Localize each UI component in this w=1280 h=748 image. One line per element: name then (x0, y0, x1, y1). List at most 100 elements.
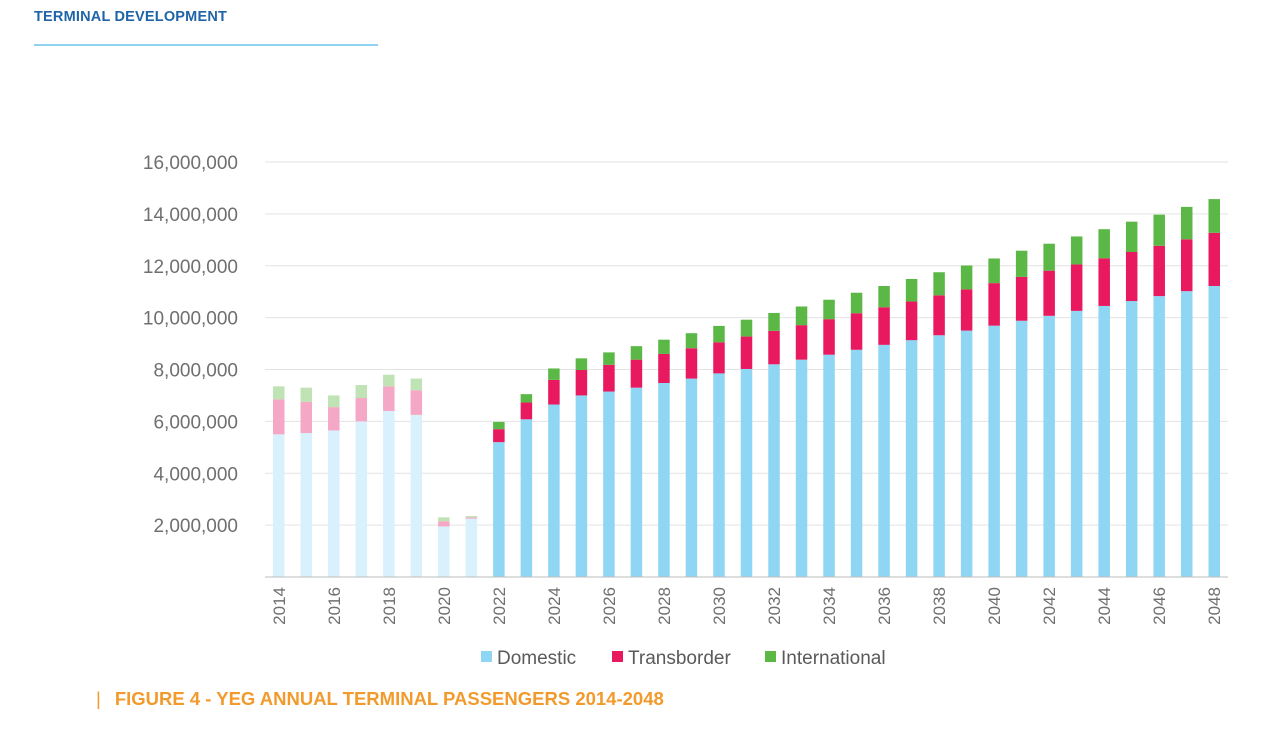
bar-international-2023 (520, 394, 533, 403)
x-tick-label: 2024 (545, 587, 564, 625)
bar-international-2040 (988, 258, 1000, 284)
bar-transborder-2019 (410, 390, 423, 415)
bar-domestic-2023 (520, 419, 533, 577)
bar-international-2035 (850, 292, 863, 314)
bar-domestic-2015 (300, 433, 313, 577)
bar-international-2014 (273, 386, 285, 400)
title-underline (34, 44, 378, 46)
x-tick-label: 2026 (600, 587, 619, 625)
bar-domestic-2043 (1070, 310, 1083, 577)
y-tick-label: 8,000,000 (153, 361, 238, 382)
bar-international-2043 (1070, 236, 1083, 265)
x-tick-label: 2034 (820, 587, 839, 625)
x-tick-label: 2018 (380, 587, 399, 625)
caption-separator: | (96, 688, 101, 709)
bar-domestic-2039 (960, 330, 973, 577)
bar-transborder-2043 (1070, 264, 1083, 311)
y-tick-label: 2,000,000 (153, 516, 238, 537)
bar-transborder-2025 (575, 370, 588, 396)
bar-international-2036 (878, 285, 890, 308)
bar-domestic-2014 (273, 434, 285, 577)
bar-international-2047 (1180, 206, 1193, 240)
bar-international-2027 (630, 346, 643, 360)
x-tick-label: 2030 (710, 587, 729, 625)
bar-international-2031 (740, 319, 753, 337)
bar-international-2019 (410, 378, 423, 391)
x-tick-label: 2014 (270, 587, 289, 625)
bar-domestic-2048 (1208, 285, 1220, 577)
x-tick-label: 2020 (435, 587, 454, 625)
bar-transborder-2023 (520, 402, 533, 420)
bar-domestic-2045 (1125, 301, 1138, 577)
bar-domestic-2022 (493, 442, 505, 578)
y-tick-label: 6,000,000 (153, 412, 238, 433)
bar-domestic-2030 (713, 373, 725, 577)
bar-international-2020 (438, 517, 450, 522)
bar-transborder-2017 (355, 398, 368, 422)
legend-label-domestic: Domestic (497, 648, 576, 669)
bar-transborder-2042 (1043, 270, 1055, 316)
caption-text: FIGURE 4 - YEG ANNUAL TERMINAL PASSENGER… (114, 688, 664, 709)
bar-domestic-2037 (905, 340, 918, 577)
bar-transborder-2028 (658, 353, 670, 383)
bar-international-2032 (768, 312, 780, 331)
bar-international-2028 (658, 339, 670, 354)
bar-transborder-2014 (273, 399, 285, 435)
bar-transborder-2035 (850, 313, 863, 350)
bar-international-2029 (685, 333, 698, 349)
bar-transborder-2016 (328, 407, 340, 431)
bar-domestic-2016 (328, 430, 340, 577)
legend-swatch-international (765, 651, 776, 662)
bar-domestic-2024 (548, 404, 560, 577)
bar-domestic-2042 (1043, 315, 1055, 577)
x-tick-label: 2016 (325, 587, 344, 625)
bars (273, 199, 1220, 578)
x-tick-label: 2022 (490, 587, 509, 625)
bar-domestic-2029 (685, 378, 698, 577)
bar-international-2018 (383, 374, 395, 387)
bar-transborder-2020 (438, 521, 450, 527)
legend-label-international: International (781, 648, 886, 669)
legend-swatch-transborder (612, 651, 623, 662)
bar-transborder-2046 (1153, 245, 1165, 297)
bar-transborder-2022 (493, 429, 505, 443)
bar-domestic-2034 (823, 354, 835, 577)
bar-international-2021 (465, 516, 478, 518)
x-tick-label: 2032 (765, 587, 784, 625)
bar-domestic-2041 (1015, 320, 1028, 577)
bar-transborder-2037 (905, 301, 918, 341)
y-axis-ticks: 2,000,000 4,000,000 6,000,000 8,000,000 10,0… (143, 153, 238, 537)
bar-transborder-2031 (740, 336, 753, 369)
bar-transborder-2032 (768, 330, 780, 365)
x-axis-ticks: 2014 2016 2018 2020 2022 2024 2026 2028 2030 2032… (270, 587, 1224, 625)
bar-international-2038 (933, 272, 945, 296)
bar-international-2024 (548, 368, 560, 380)
y-tick-label: 14,000,000 (143, 205, 238, 226)
x-tick-label: 2038 (930, 587, 949, 625)
bar-transborder-2047 (1180, 239, 1193, 292)
x-tick-label: 2028 (655, 587, 674, 625)
bar-international-2042 (1043, 243, 1055, 271)
bar-international-2046 (1153, 214, 1165, 246)
bar-international-2030 (713, 325, 725, 343)
bar-international-2041 (1015, 250, 1028, 277)
bar-domestic-2018 (383, 411, 395, 577)
bar-domestic-2021 (465, 518, 478, 577)
y-tick-label: 16,000,000 (143, 153, 238, 174)
bar-domestic-2028 (658, 382, 670, 577)
bar-international-2039 (960, 265, 973, 290)
bar-transborder-2044 (1098, 258, 1110, 306)
bar-international-2034 (823, 299, 835, 320)
bar-international-2037 (905, 278, 918, 302)
bar-transborder-2034 (823, 319, 835, 355)
bar-domestic-2033 (795, 359, 808, 577)
bar-transborder-2015 (300, 401, 313, 434)
bar-domestic-2025 (575, 395, 588, 577)
bar-domestic-2020 (438, 526, 450, 577)
bar-domestic-2035 (850, 349, 863, 577)
bar-domestic-2017 (355, 421, 368, 578)
x-tick-label: 2042 (1040, 587, 1059, 625)
bar-international-2015 (300, 387, 313, 402)
bar-transborder-2045 (1125, 252, 1138, 302)
bar-domestic-2032 (768, 364, 780, 577)
